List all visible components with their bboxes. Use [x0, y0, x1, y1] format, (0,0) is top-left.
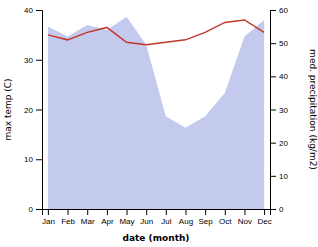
- tick-label: 50: [279, 39, 288, 48]
- tick-mark: [270, 143, 276, 144]
- tick-mark: [205, 209, 206, 215]
- tick-mark: [225, 209, 226, 215]
- y-axis-title: max temp (C): [3, 78, 13, 140]
- tick: 60: [270, 6, 288, 15]
- y-axis: 0 10 20 30 40: [24, 6, 42, 214]
- tick-label: 60: [279, 6, 288, 15]
- tick: Dec: [257, 209, 271, 226]
- tick-label: May: [119, 217, 134, 226]
- tick: Mar: [81, 209, 95, 226]
- tick-label: Mar: [81, 217, 95, 226]
- y2-axis-title: med. precipitation (kg/m2): [308, 49, 318, 170]
- tick-mark: [127, 209, 128, 215]
- tick-mark: [270, 43, 276, 44]
- tick-label: Sep: [199, 217, 214, 226]
- tick-label: Nov: [238, 217, 252, 226]
- tick: May: [119, 209, 134, 226]
- tick: Oct: [219, 209, 232, 226]
- tick-label: Jun: [140, 217, 153, 226]
- tick-mark: [146, 209, 147, 215]
- tick: Nov: [238, 209, 252, 226]
- tick-mark: [48, 209, 49, 215]
- tick: 40: [24, 6, 42, 15]
- tick-mark: [36, 10, 42, 11]
- tick-label: 40: [279, 72, 288, 81]
- tick-mark: [36, 110, 42, 111]
- tick: 50: [270, 39, 288, 48]
- tick-label: 10: [279, 172, 288, 181]
- tick-label: 40: [24, 6, 33, 15]
- tick-label: 20: [24, 106, 33, 115]
- line: [48, 20, 264, 45]
- tick-label: 30: [24, 56, 33, 65]
- tick: 40: [270, 72, 288, 81]
- tick: 30: [24, 56, 42, 65]
- tick-mark: [87, 209, 88, 215]
- tick-label: 0: [29, 205, 34, 214]
- tick: 30: [270, 106, 288, 115]
- axis-domain: [43, 210, 271, 216]
- y2-axis: 0 10 20 30 40 50 60: [270, 6, 288, 214]
- tick: Feb: [61, 209, 75, 226]
- tick-label: 0: [279, 205, 284, 214]
- tick: 0: [29, 205, 42, 214]
- tick-mark: [36, 209, 42, 210]
- tick: Sep: [199, 209, 214, 226]
- tick: Jun: [140, 209, 153, 226]
- tick: Apr: [101, 209, 114, 226]
- tick-mark: [270, 110, 276, 111]
- tick: 20: [270, 139, 288, 148]
- axis-domain: [271, 11, 277, 210]
- tick-label: 30: [279, 106, 288, 115]
- axis-domain: [36, 11, 43, 210]
- tick-mark: [270, 209, 276, 210]
- tick: Jan: [42, 209, 55, 226]
- tick-mark: [36, 159, 42, 160]
- tick-mark: [107, 209, 108, 215]
- tick: 10: [270, 172, 288, 181]
- tick-label: Aug: [179, 217, 193, 226]
- tick-label: Oct: [219, 217, 232, 226]
- tick-label: Jul: [161, 217, 171, 226]
- tick-mark: [185, 209, 186, 215]
- tick-mark: [36, 60, 42, 61]
- x-axis-title: date (month): [123, 233, 190, 243]
- tick-mark: [264, 209, 265, 215]
- tick: Jul: [161, 209, 171, 226]
- tick-mark: [270, 176, 276, 177]
- tick-label: Dec: [257, 217, 271, 226]
- tick: Aug: [179, 209, 193, 226]
- area: [48, 17, 264, 209]
- tick-mark: [244, 209, 245, 215]
- tick-mark: [68, 209, 69, 215]
- tick-mark: [270, 76, 276, 77]
- tick-label: Apr: [101, 217, 114, 226]
- marks: [48, 17, 264, 209]
- chart: Jan Feb Mar Apr May Jun Jul Aug Sep Oct Nov Dec 0 10 2…: [0, 0, 318, 247]
- tick-mark: [166, 209, 167, 215]
- tick-label: 20: [279, 139, 288, 148]
- tick-mark: [270, 10, 276, 11]
- plot-area: Jan Feb Mar Apr May Jun Jul Aug Sep Oct Nov Dec 0 10 2…: [24, 6, 288, 226]
- tick-label: Feb: [61, 217, 75, 226]
- tick: 10: [24, 155, 42, 164]
- tick: 20: [24, 106, 42, 115]
- x-axis: Jan Feb Mar Apr May Jun Jul Aug Sep Oct Nov Dec: [42, 209, 272, 226]
- tick: 0: [270, 205, 284, 214]
- tick-label: Jan: [42, 217, 55, 226]
- tick-label: 10: [24, 155, 33, 164]
